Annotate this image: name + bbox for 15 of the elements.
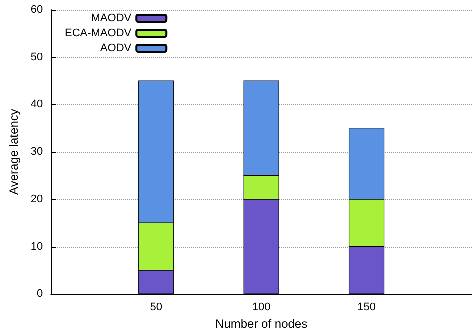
- y-tick-label: 0: [37, 288, 44, 300]
- y-tick-label: 20: [30, 193, 44, 206]
- x-axis-title: Number of nodes: [216, 317, 308, 331]
- y-tick-label: 10: [30, 240, 44, 253]
- legend-label: ECA-MAODV: [64, 28, 132, 40]
- y-tick-label: 50: [30, 51, 44, 64]
- y-tick-label: 40: [30, 98, 44, 111]
- legend-label: AODV: [100, 42, 132, 54]
- y-tick-label: 30: [30, 146, 44, 158]
- x-tick-label: 150: [358, 302, 376, 314]
- y-axis-title: Average latency: [7, 109, 21, 195]
- y-tick-label: 60: [30, 4, 44, 16]
- x-tick-label: 50: [150, 302, 162, 314]
- legend-label: MAODV: [91, 12, 132, 24]
- x-tick-label: 100: [252, 302, 271, 314]
